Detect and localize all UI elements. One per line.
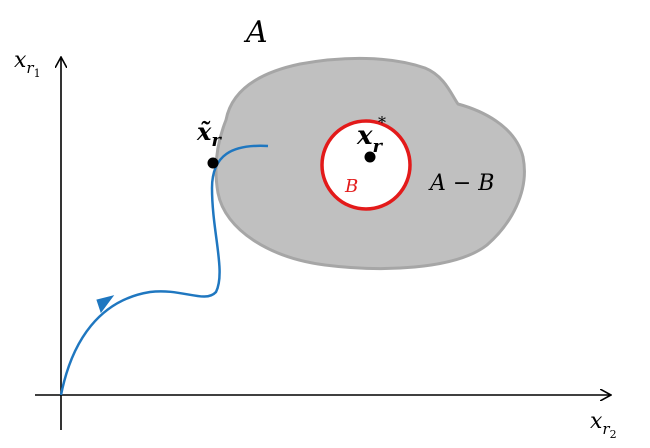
vertical-axis-label: xr1 xyxy=(14,48,41,80)
set-b-circle xyxy=(320,119,412,211)
tilde-point-dot xyxy=(207,157,219,169)
set-a-label: A xyxy=(243,15,268,50)
target-point-dot xyxy=(364,151,376,163)
tilde-point-label: x̃r xyxy=(196,117,222,151)
difference-label: A − B xyxy=(428,171,494,196)
set-b-label: B xyxy=(344,176,358,197)
target-point-label: xr* xyxy=(356,113,386,157)
trajectory-arrowhead xyxy=(96,295,115,314)
horizontal-axis-label: xr2 xyxy=(590,409,617,441)
